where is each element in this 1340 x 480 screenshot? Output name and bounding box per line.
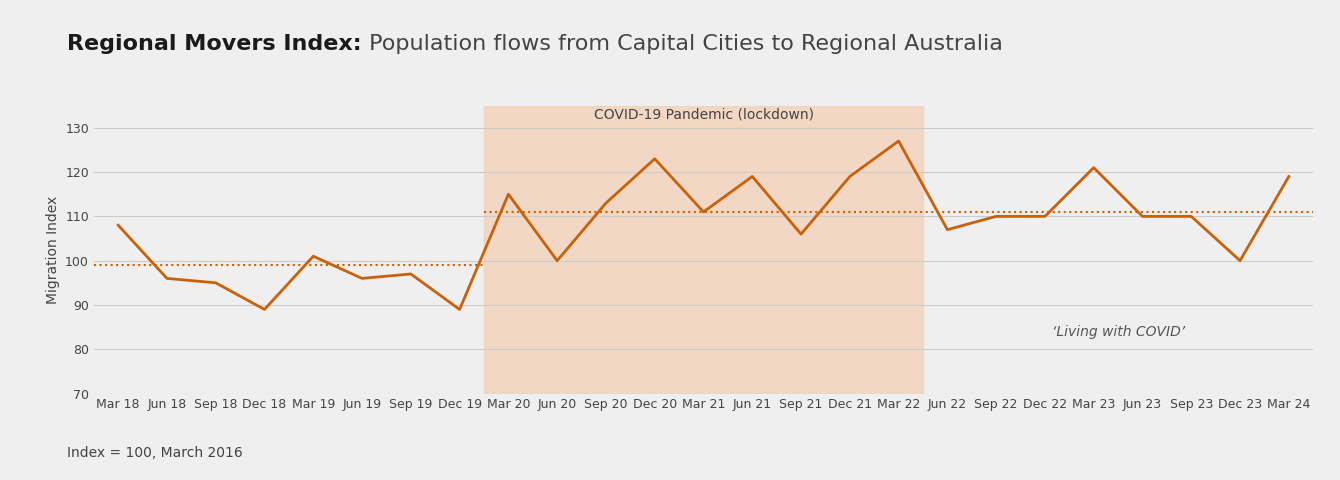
Text: Population flows from Capital Cities to Regional Australia: Population flows from Capital Cities to … — [362, 34, 1002, 54]
Bar — [484, 106, 923, 394]
Text: Regional Movers Index:: Regional Movers Index: — [67, 34, 362, 54]
Text: ‘Living with COVID’: ‘Living with COVID’ — [1052, 324, 1185, 338]
Text: Index = 100, March 2016: Index = 100, March 2016 — [67, 446, 243, 460]
Text: COVID-19 Pandemic (lockdown): COVID-19 Pandemic (lockdown) — [594, 108, 813, 121]
Y-axis label: Migration Index: Migration Index — [46, 195, 59, 304]
